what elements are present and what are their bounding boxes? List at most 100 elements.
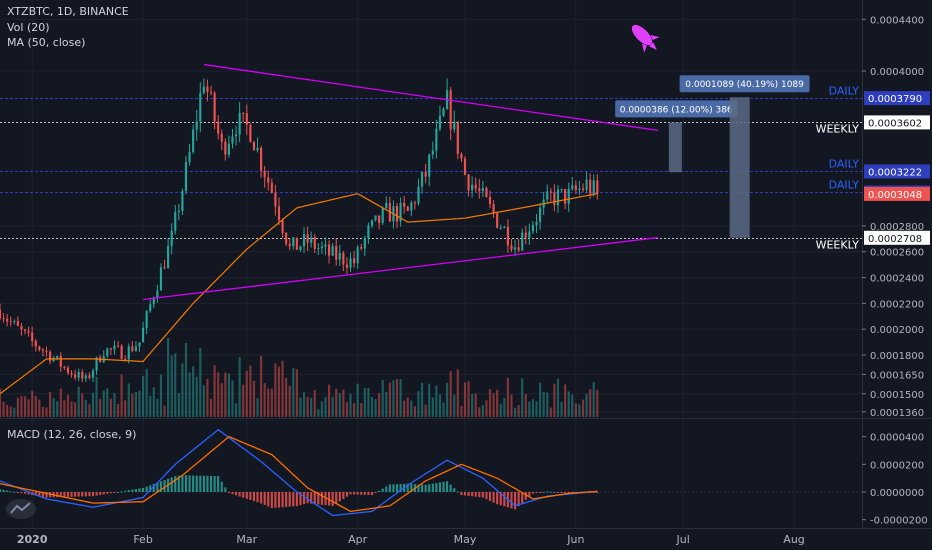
candle-body [77,371,80,378]
macd-histogram-bar [331,492,334,506]
price-tick-label: 0.0002800 [870,222,924,233]
volume-bar [499,403,502,417]
trendlines[interactable] [142,63,659,301]
volume-bar [202,385,205,417]
candle-body [149,304,152,312]
macd-histogram-bar [220,481,223,492]
measure-tools[interactable]: 0.0000386 (12.00%) 386 0.0001089 (40.19%)… [615,75,810,238]
macd-histogram-bar [145,486,148,492]
macd-histogram-bar [370,492,374,496]
ma-legend[interactable]: MA (50, close) [7,36,86,49]
macd-histogram-bar [174,476,177,492]
volume-bar [474,393,477,417]
volume-bar [238,356,241,417]
macd-histogram-bar [560,492,563,493]
candle-body [34,340,37,347]
tradingview-logo-icon[interactable] [5,498,37,520]
measure-label: 0.0000386 (12.00%) 386 [620,105,733,115]
rocket-icon [631,24,660,53]
candle-body [596,180,599,194]
volume-bar [306,396,309,417]
volume-bar [174,353,177,417]
candle-body [428,154,431,177]
ma50-line [0,193,598,395]
candle-body [471,184,474,191]
macd-histogram-bar [592,492,595,493]
macd-histogram-bar [159,481,163,492]
measure-box [668,122,682,173]
volume-bar [188,372,191,417]
macd-histogram-bar [460,492,463,496]
volume-bar [320,401,323,417]
candle-body [571,185,574,189]
price-tick-label: 0.0001360 [870,408,924,419]
price-tick-label: 0.0002600 [870,248,924,259]
candle-body [410,202,413,211]
volume-bar [438,394,442,417]
macd-histogram-bar [342,492,345,499]
candle-body [574,185,577,191]
price-tag [864,91,930,106]
volume-bar [56,401,59,417]
candle-body [503,226,506,228]
macd-histogram-bar [70,492,73,497]
macd-histogram-bar [367,492,370,495]
price-tag-label: 0.0003048 [868,190,922,201]
volume-bar [74,402,77,417]
volume-bar [49,392,52,417]
candle-body [338,252,341,260]
volume-bar [331,396,334,417]
macd-histogram-bar [63,492,66,498]
candle-body [116,345,120,347]
candle-body [170,230,173,246]
volume-bar [424,404,427,417]
candle-body [335,245,338,260]
candle-body [506,226,509,246]
macd-histogram-bar [88,492,91,497]
macd-histogram-bar [567,492,570,493]
macd-histogram-bar [442,481,445,492]
candle-body [260,147,263,171]
volume-bar [245,370,248,417]
volume-bar [310,397,313,417]
symbol-legend[interactable]: XTZBTC, 1D, BINANCE [7,5,129,18]
macd-legend[interactable]: MACD (12, 26, close, 9) [7,428,137,441]
candle-body [320,246,323,248]
volume-legend[interactable]: Vol (20) [7,21,50,34]
volume-bar [481,405,484,417]
candle-body [499,227,502,229]
macd-histogram-bar [234,492,238,496]
volume-bar [435,385,438,417]
candle-body [249,124,252,142]
price-tag [864,115,930,130]
candle-body [463,158,467,175]
volume-bar [27,399,30,417]
macd-histogram-bar [456,491,459,493]
time-label: Jun [566,533,584,546]
macd-tick-label: -0.0000200 [870,516,928,527]
candle-body [220,133,223,142]
volume-bar [302,392,306,417]
candle-body [302,234,306,247]
volume-bar [113,393,116,417]
macd-histogram-bar [363,492,366,495]
volume-bar [549,407,552,417]
price-tick-label: 0.0004400 [870,15,924,26]
candle-body [174,212,177,231]
candle-body [195,121,198,130]
price-tick-label: 0.0002000 [870,325,924,336]
candle-body [206,86,209,92]
candle-body [395,206,399,222]
macd-histogram-bar [435,483,438,492]
level-label: WEEKLY [816,123,860,136]
candle-body [270,182,273,193]
volume-bar [574,403,577,417]
measure-label-box [679,75,810,93]
macd-histogram-bar [531,492,535,494]
axes: 0.0004400 0.0004000 0.0003790 0.0003602 0.00… [17,15,930,546]
volume-bar [16,397,19,417]
volume-bar [381,379,384,417]
volume-bar [267,388,270,417]
candle-body [245,113,248,125]
